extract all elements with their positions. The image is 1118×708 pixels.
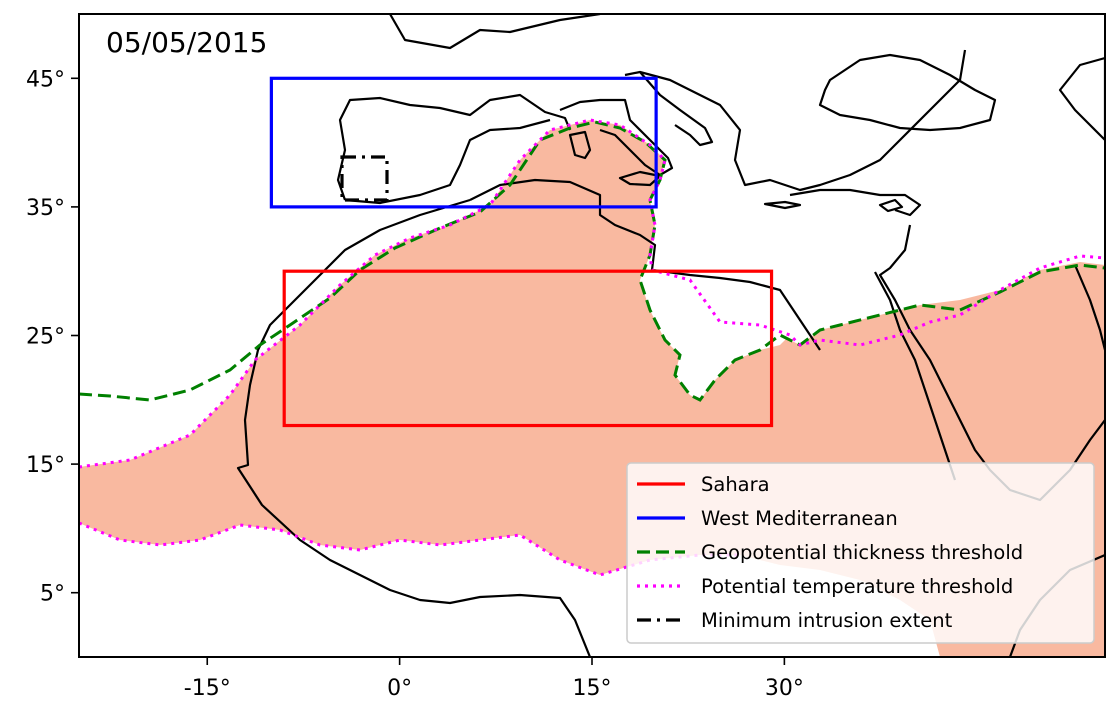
x-tick-label: 15° [573, 676, 612, 701]
coastline-crete [763, 200, 802, 210]
legend-label: Geopotential thickness threshold [701, 541, 1023, 564]
y-tick-label: 15° [26, 453, 65, 478]
legend-entry: Minimum intrusion extent [637, 609, 953, 632]
coastline-cyprus [878, 198, 904, 213]
y-tick-label: 5° [40, 582, 65, 607]
x-tick-label: 30° [765, 676, 804, 701]
x-axis: -15° 0° 15° 30° [184, 657, 804, 701]
region-box-sahara [282, 269, 774, 428]
legend-entry: Geopotential thickness threshold [637, 541, 1023, 564]
coastline-iberia [336, 93, 572, 201]
legend-entry: West Mediterranean [637, 507, 898, 530]
coastline-iberia-south [344, 118, 551, 205]
legend-entry: Sahara [637, 473, 770, 496]
coastline-arabia [1073, 264, 1105, 351]
coastline-europe-north [389, 14, 601, 50]
legend-label: Potential temperature threshold [701, 575, 1013, 598]
coastline-mediterranean-south [469, 178, 821, 351]
y-tick-label: 25° [26, 325, 65, 350]
x-tick-label: 0° [387, 676, 412, 701]
coastline-caspian [1058, 56, 1105, 142]
legend: Sahara West Mediterranean Geopotential thi… [626, 462, 1095, 644]
coastline-turkey-south [789, 188, 922, 217]
region-box-west-mediterranean [269, 76, 658, 209]
y-tick-label: 35° [26, 196, 65, 221]
legend-box [626, 462, 1095, 644]
coastline-black-sea [818, 53, 997, 132]
date-label: 05/05/2015 [106, 26, 267, 59]
x-tick-label: -15° [184, 676, 231, 701]
legend-label: West Mediterranean [701, 507, 898, 530]
coastline-italy [559, 98, 674, 177]
coastline-balkans [639, 49, 967, 192]
coastline-red-sea [874, 271, 957, 481]
minimum-intrusion-extent [340, 155, 389, 202]
legend-entry: Potential temperature threshold [637, 575, 1013, 598]
legend-label: Minimum intrusion extent [701, 609, 953, 632]
y-axis: 45° 35° 25° 15° 5° [26, 67, 79, 607]
coastline-sardinia [568, 130, 592, 160]
legend-label: Sahara [701, 473, 770, 496]
coastline-italy-east [624, 70, 714, 147]
y-tick-label: 45° [26, 67, 65, 92]
potential-temperature-threshold-contour [79, 118, 1105, 469]
